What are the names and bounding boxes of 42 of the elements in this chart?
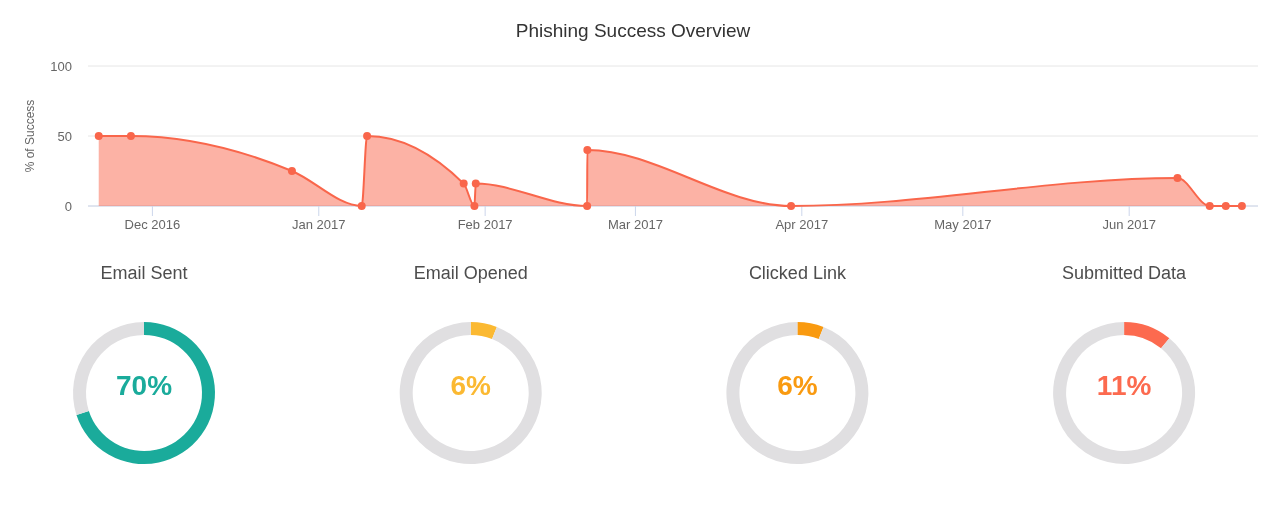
x-tick-label: Dec 2016 — [124, 216, 181, 232]
donut-slice — [726, 322, 869, 464]
chart-title: Submitted Data — [1062, 263, 1188, 283]
point — [471, 179, 480, 188]
x-tick-label: Jun 2017 — [1102, 216, 1156, 232]
x-tick-label: Mar 2017 — [607, 216, 663, 232]
x-tick-label: May 2017 — [934, 216, 992, 232]
point — [1221, 202, 1230, 210]
x-tick-label: Apr 2017 — [775, 216, 829, 232]
point — [459, 179, 468, 188]
y-tick-label: 50 — [57, 128, 72, 144]
point — [1173, 174, 1182, 182]
point — [1205, 202, 1214, 210]
y-axis-title: % of Success — [23, 99, 37, 173]
donut-slice — [399, 322, 542, 464]
point — [363, 132, 372, 140]
point — [583, 202, 592, 210]
point — [470, 202, 479, 210]
donut-slice — [1124, 322, 1170, 349]
chart-title: Phishing Success Overview — [515, 19, 751, 41]
donut-slice — [76, 322, 215, 464]
chart-title: Email Sent — [100, 263, 188, 283]
chart-title: Email Opened — [413, 263, 528, 283]
data-label: 6% — [777, 369, 818, 401]
data-label: 70% — [115, 369, 173, 401]
data-label: 11% — [1096, 369, 1152, 401]
point — [357, 202, 366, 210]
x-tick-label: Jan 2017 — [292, 216, 346, 232]
point — [287, 167, 296, 175]
point — [787, 202, 796, 210]
x-tick-label: Feb 2017 — [457, 216, 513, 232]
point — [126, 132, 135, 140]
donut-slice — [470, 322, 497, 340]
point — [94, 132, 103, 140]
donut-slice — [1053, 322, 1196, 464]
donut-slice — [797, 322, 824, 340]
point — [1237, 202, 1246, 210]
y-tick-label: 100 — [50, 58, 72, 74]
y-tick-label: 0 — [64, 198, 72, 214]
data-label: 6% — [450, 369, 492, 401]
point — [583, 146, 592, 154]
chart-title: Clicked Link — [748, 263, 847, 283]
